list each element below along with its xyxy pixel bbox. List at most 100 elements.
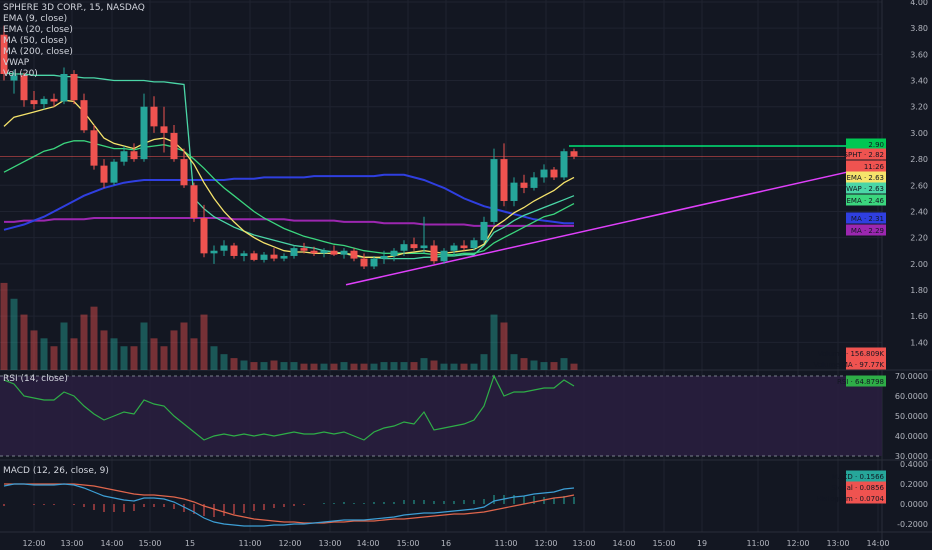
y-tick-label: 1.80	[910, 286, 928, 295]
volume-bar	[30, 330, 38, 370]
candle-body	[110, 161, 118, 183]
volume-bar	[70, 338, 78, 370]
signal-line	[4, 483, 575, 524]
volume-bar	[20, 314, 28, 370]
rsi-legend-label[interactable]: RSI (14, close)	[3, 374, 68, 384]
volume-bar	[460, 363, 468, 370]
candle-body	[300, 248, 308, 251]
macd-legend-label[interactable]: MACD (12, 26, close, 9)	[3, 466, 109, 476]
price-tag-text: VWAP · 2.63	[841, 185, 884, 193]
candle-body	[560, 151, 568, 178]
candle-body	[0, 34, 8, 74]
y-tick-label: -0.2000	[897, 520, 928, 529]
price-axis[interactable]: 4.00 3.80 3.60 3.40 3.20 3.00 2.80 2.60 2.40 2.20…	[895, 0, 928, 529]
volume-bar	[310, 363, 318, 370]
candle-body	[90, 130, 98, 166]
legend-ma50[interactable]: MA (50, close)	[3, 36, 68, 46]
ema20-line	[3, 140, 575, 256]
legend-ema20[interactable]: EMA (20, close)	[3, 25, 73, 35]
volume-bar	[210, 346, 218, 370]
volume-bar	[450, 363, 458, 370]
volume-bar	[240, 360, 248, 370]
volume-bar	[330, 363, 338, 370]
volume-bar	[40, 338, 48, 370]
main-price-pane[interactable]	[0, 25, 883, 370]
candle-body	[410, 244, 418, 249]
y-tick-label: 1.60	[910, 312, 928, 321]
price-tag-text: MACD · 0.1566	[832, 473, 885, 481]
candle-body	[400, 244, 408, 251]
y-tick-label: 3.60	[910, 50, 928, 59]
candle-body	[190, 185, 198, 218]
x-tick-label: 13:00	[60, 539, 83, 548]
time-axis[interactable]: 12:00 13:00 14:00 15:00 15 11:00 12:00 13:00 14:…	[22, 539, 889, 548]
y-tick-label: 3.80	[910, 24, 928, 33]
volume-bar	[160, 346, 168, 370]
price-tag-text: 11:26	[864, 163, 885, 171]
x-tick-label: 12:00	[278, 539, 301, 548]
y-tick-label: 30.0000	[895, 452, 928, 461]
y-tick-label: 3.20	[910, 103, 928, 112]
price-tag-text: EMA · 2.63	[846, 174, 884, 182]
candle-body	[390, 250, 398, 256]
main-legend: SPHERE 3D CORP., 15, NASDAQ EMA (9, clos…	[3, 3, 145, 80]
volume-bar	[120, 346, 128, 370]
candle-body	[380, 255, 388, 259]
volume-bar	[350, 363, 358, 370]
candle-body	[530, 177, 538, 188]
price-tag-box	[846, 470, 886, 482]
price-tag-box	[846, 347, 886, 359]
x-tick-label: 16	[441, 539, 451, 548]
price-tag-text: MA · 2.31	[851, 215, 884, 223]
x-tick-label: 14:00	[100, 539, 123, 548]
y-tick-label: 2.00	[910, 260, 928, 269]
candle-body	[370, 258, 378, 267]
candle-body	[470, 240, 478, 249]
candle-body	[290, 248, 298, 256]
support-trendline	[345, 163, 883, 286]
legend-ema9[interactable]: EMA (9, close)	[3, 14, 68, 24]
volume-bar	[80, 314, 88, 370]
candle-body	[120, 151, 128, 162]
volume-bar	[200, 314, 208, 370]
legend-volume[interactable]: Vol (20)	[3, 69, 38, 79]
candle-body	[220, 245, 228, 251]
rsi-legend[interactable]: RSI (14, close)	[3, 374, 68, 385]
candle-body	[330, 250, 338, 255]
price-tag-box	[846, 492, 886, 504]
volume-bar	[190, 338, 198, 370]
candle-body	[40, 98, 48, 105]
symbol-title[interactable]: SPHERE 3D CORP., 15, NASDAQ	[3, 3, 145, 13]
macd-pane[interactable]	[3, 483, 575, 527]
candle-body	[250, 253, 258, 260]
x-tick-label: 11:00	[238, 539, 261, 548]
volume-bar	[220, 354, 228, 370]
legend-vwap[interactable]: VWAP	[3, 58, 30, 68]
volume-bar	[130, 346, 138, 370]
volume-bar	[250, 362, 258, 370]
price-tag-box	[846, 138, 886, 150]
rsi-pane[interactable]	[3, 374, 575, 441]
legend-ma200[interactable]: MA (200, close)	[3, 47, 73, 57]
price-tag-box	[846, 212, 886, 224]
volume-bar	[140, 322, 148, 370]
x-tick-label: 14:00	[866, 539, 889, 548]
price-tag-text: EMA · 2.46	[846, 197, 884, 205]
price-tag-text: Histogram · 0.0704	[817, 495, 885, 503]
volume-bar	[390, 362, 398, 370]
ma200-line	[4, 217, 574, 227]
macd-legend[interactable]: MACD (12, 26, close, 9)	[3, 466, 109, 477]
price-tag-text: Signal · 0.0856	[831, 484, 884, 492]
price-tag-box	[846, 194, 886, 206]
price-tag-text: SPHT · 2.82	[844, 151, 884, 159]
x-tick-label: 13:00	[826, 539, 849, 548]
price-tag-box	[846, 171, 886, 183]
price-tag-text: MA · 2.29	[851, 227, 884, 235]
candle-body	[20, 75, 28, 101]
price-tag-box	[846, 182, 886, 194]
candle-body	[350, 250, 358, 259]
candle-body	[70, 74, 78, 101]
y-tick-label: 3.00	[910, 129, 928, 138]
volume-bar	[100, 330, 108, 370]
